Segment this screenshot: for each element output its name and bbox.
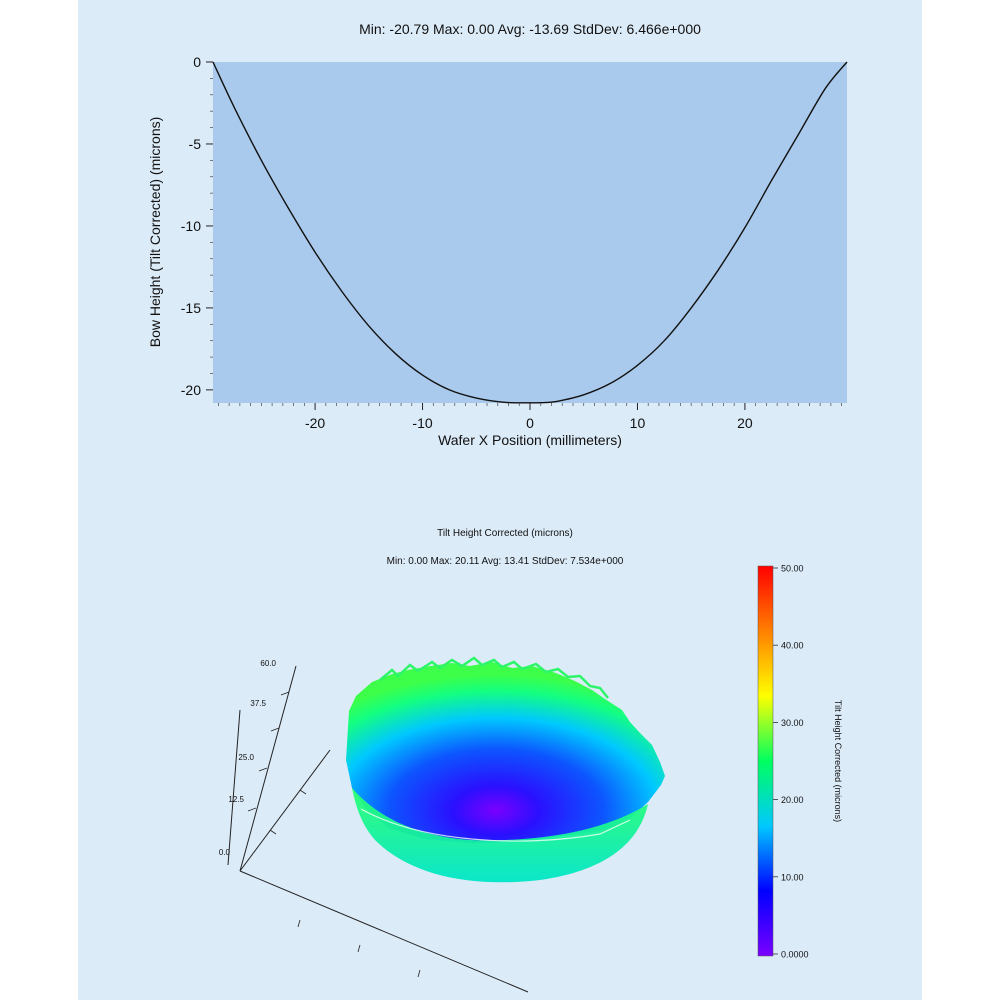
- colorbar-tick-label: 40.00: [781, 641, 804, 651]
- bowl-jagged-rim: [379, 656, 609, 699]
- surface-mesh: [346, 656, 665, 883]
- x-tick-label: -10: [412, 415, 432, 431]
- y-tick-label: -20: [181, 382, 201, 398]
- z-tick-label: 60.0: [260, 659, 276, 668]
- surface-axes: [227, 665, 529, 993]
- surface-stats: Min: 0.00 Max: 20.11 Avg: 13.41 StdDev: …: [387, 556, 624, 567]
- colorbar-tick-label: 30.00: [781, 718, 804, 728]
- surface-chart: Tilt Height Corrected (microns) Min: 0.0…: [219, 528, 843, 993]
- plot-area: [213, 62, 847, 403]
- z-tick-label: 25.0: [238, 753, 254, 762]
- x-tick-label: 0: [526, 415, 534, 431]
- z-tick-label: 12.5: [228, 795, 244, 804]
- colorbar-tick-label: 50.00: [781, 564, 804, 574]
- y-tick-label: -15: [181, 300, 201, 316]
- bowl-front-wall: [352, 788, 648, 883]
- bowl-rim-edge: [360, 808, 631, 842]
- bowl-inner-surface: [346, 662, 665, 843]
- x-tick-label: -20: [305, 415, 325, 431]
- y-tick-label: 0: [193, 54, 201, 70]
- y-axis-label: Bow Height (Tilt Corrected) (microns): [147, 117, 163, 348]
- surface-title: Tilt Height Corrected (microns): [437, 528, 573, 539]
- z-tick-label: 37.5: [250, 699, 266, 708]
- x-axis-label: Wafer X Position (millimeters): [438, 432, 622, 448]
- y-tick-label: -5: [189, 136, 202, 152]
- y-tick-label: -10: [181, 218, 201, 234]
- colorbar: [757, 565, 774, 957]
- x-tick-label: 20: [737, 415, 753, 431]
- chart-title: Min: -20.79 Max: 0.00 Avg: -13.69 StdDev…: [359, 21, 701, 37]
- colorbar-tick-label: 20.00: [781, 795, 804, 805]
- colorbar-label: Tilt Height Corrected (microns): [833, 700, 843, 822]
- colorbar-tick-label: 0.0000: [781, 950, 809, 960]
- z-tick-label: 0.0: [219, 848, 231, 857]
- colorbar-tick-label: 10.00: [781, 872, 804, 882]
- bow-profile-line: [212, 61, 848, 404]
- x-tick-label: 10: [630, 415, 646, 431]
- bow-height-chart: Min: -20.79 Max: 0.00 Avg: -13.69 StdDev…: [147, 21, 848, 448]
